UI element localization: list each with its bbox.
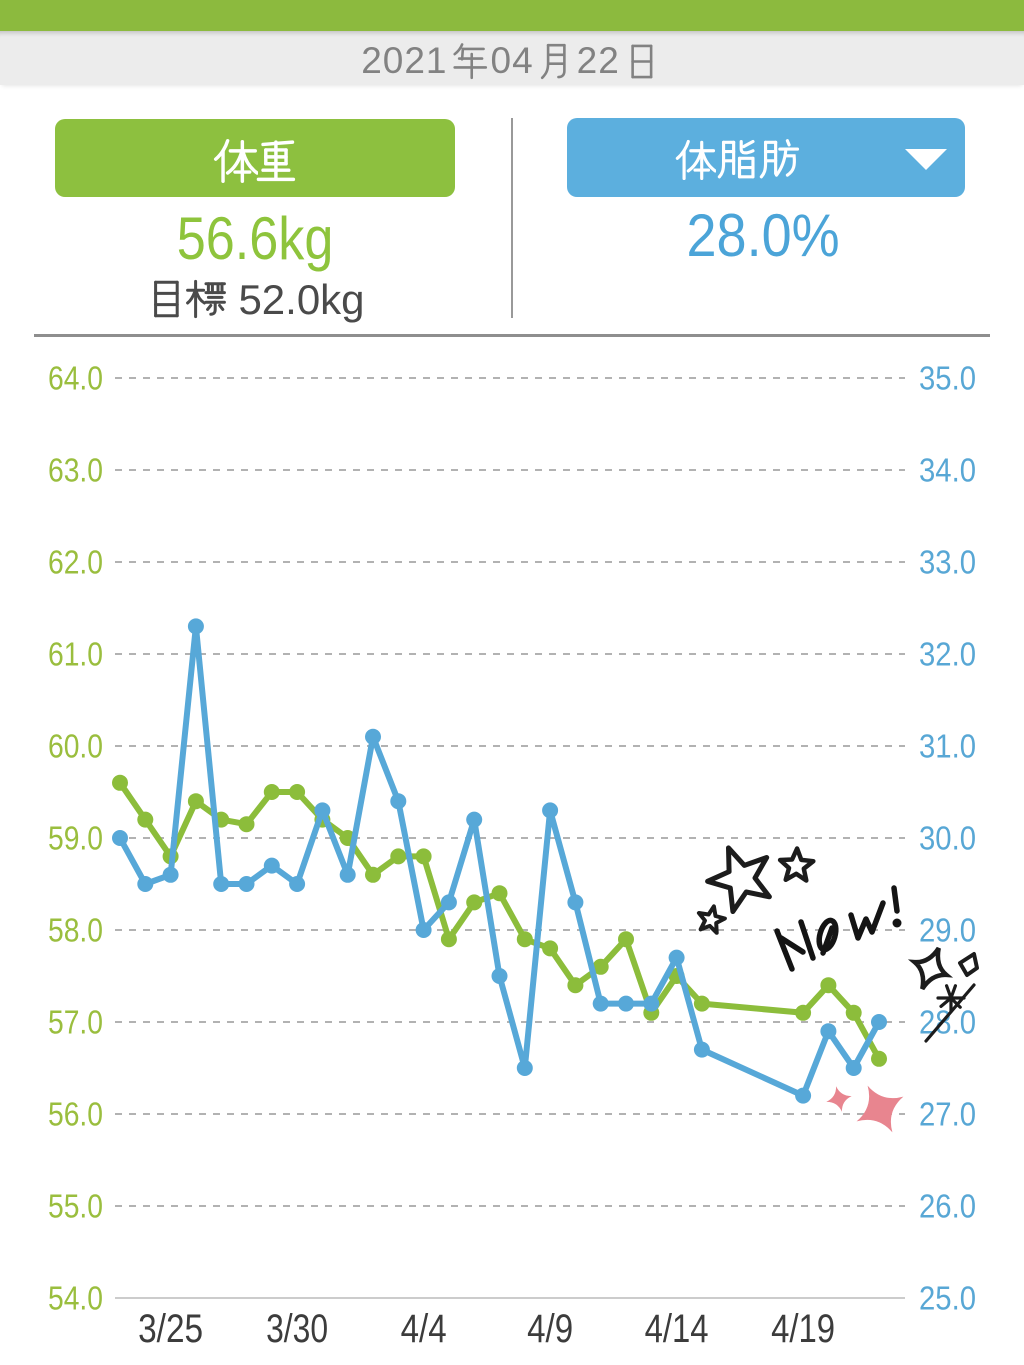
- svg-text:4/19: 4/19: [771, 1307, 835, 1351]
- svg-text:4/4: 4/4: [401, 1307, 447, 1351]
- svg-text:63.0: 63.0: [48, 452, 103, 489]
- svg-text:4/9: 4/9: [527, 1307, 573, 1351]
- svg-text:32.0: 32.0: [919, 636, 976, 673]
- svg-text:59.0: 59.0: [48, 820, 103, 857]
- svg-text:64.0: 64.0: [48, 360, 103, 397]
- svg-text:55.0: 55.0: [48, 1188, 103, 1225]
- svg-text:54.0: 54.0: [48, 1280, 103, 1317]
- svg-text:58.0: 58.0: [48, 912, 103, 949]
- svg-text:29.0: 29.0: [919, 912, 976, 949]
- svg-text:33.0: 33.0: [919, 544, 976, 581]
- svg-text:3/30: 3/30: [266, 1307, 328, 1351]
- svg-text:27.0: 27.0: [919, 1096, 976, 1133]
- svg-text:62.0: 62.0: [48, 544, 103, 581]
- svg-text:34.0: 34.0: [919, 452, 976, 489]
- svg-text:4/14: 4/14: [645, 1307, 709, 1351]
- svg-text:3/25: 3/25: [138, 1307, 203, 1351]
- svg-text:57.0: 57.0: [48, 1004, 103, 1041]
- svg-text:28.0: 28.0: [919, 1004, 976, 1041]
- svg-text:26.0: 26.0: [919, 1188, 976, 1225]
- svg-text:35.0: 35.0: [919, 360, 976, 397]
- svg-text:61.0: 61.0: [48, 636, 103, 673]
- svg-text:25.0: 25.0: [919, 1280, 976, 1317]
- svg-text:60.0: 60.0: [48, 728, 103, 765]
- svg-text:31.0: 31.0: [919, 728, 976, 765]
- svg-text:56.0: 56.0: [48, 1096, 103, 1133]
- svg-text:30.0: 30.0: [919, 820, 976, 857]
